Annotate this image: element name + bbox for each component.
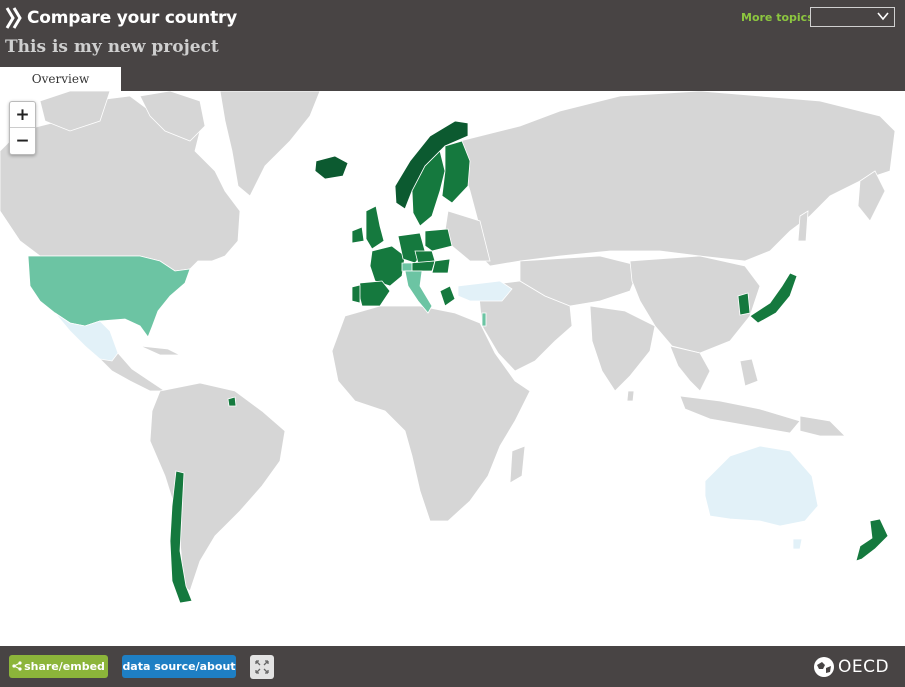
region-chile	[169, 470, 193, 604]
region-central-asia	[519, 255, 641, 307]
fullscreen-icon	[255, 660, 269, 674]
region-iceland	[314, 155, 349, 180]
region-china	[629, 255, 761, 354]
region-korea	[737, 292, 751, 316]
zoom-out-button[interactable]: −	[10, 128, 35, 154]
region-indonesia	[679, 395, 801, 434]
region-turkey	[457, 280, 513, 302]
oecd-globe-icon	[814, 657, 834, 677]
region-united-states	[27, 255, 191, 338]
region-norway	[394, 120, 469, 210]
region-greece	[439, 285, 456, 307]
region-southeast-asia	[669, 345, 711, 392]
region-new-zealand	[855, 518, 889, 562]
minus-icon: −	[15, 131, 30, 151]
app-brand: Compare your country	[5, 7, 237, 29]
region-cuba	[139, 345, 181, 356]
region-ireland	[351, 226, 365, 244]
topic-select[interactable]	[810, 7, 895, 27]
region-philippines	[739, 358, 759, 387]
region-tasmania	[792, 538, 803, 550]
world-map-canvas	[0, 91, 896, 604]
app-title: Compare your country	[27, 8, 238, 28]
region-russia	[459, 91, 896, 267]
region-africa	[331, 305, 531, 522]
region-hungary	[431, 258, 451, 274]
region-japan	[749, 272, 798, 324]
region-france	[369, 245, 406, 287]
region-united-kingdom	[365, 205, 385, 250]
oecd-wordmark: OECD	[838, 657, 890, 677]
region-israel	[481, 312, 487, 327]
footer-bar: share/embed data source/about	[0, 646, 905, 687]
region-french-guiana	[227, 396, 237, 407]
region-australia	[704, 445, 819, 527]
region-mexico	[54, 312, 119, 362]
header-bar: Compare your country This is my new proj…	[0, 0, 905, 91]
region-italy	[404, 270, 433, 314]
zoom-control: + −	[9, 101, 36, 155]
region-kamchatka	[857, 170, 886, 222]
data-source-button[interactable]: data source/about	[122, 655, 236, 678]
region-greenland	[219, 91, 321, 197]
plus-icon: +	[15, 105, 30, 125]
zoom-in-button[interactable]: +	[10, 102, 35, 128]
region-switzerland	[401, 262, 413, 272]
share-icon	[12, 661, 22, 671]
region-sri-lanka	[626, 390, 635, 402]
more-topics-label[interactable]: More topics	[741, 11, 814, 24]
region-madagascar	[509, 445, 526, 484]
region-png	[799, 415, 846, 437]
oecd-chevrons-icon	[5, 7, 22, 29]
region-baffin	[139, 91, 206, 142]
region-sweden	[411, 150, 446, 227]
region-south-america	[149, 382, 286, 592]
fullscreen-button[interactable]	[250, 655, 274, 679]
region-austria	[409, 260, 436, 272]
chevron-down-icon	[877, 12, 889, 21]
region-india	[589, 305, 656, 392]
region-finland	[441, 140, 471, 204]
world-map[interactable]	[0, 91, 905, 646]
share-embed-button[interactable]: share/embed	[9, 655, 108, 678]
region-arctic-islands	[39, 91, 111, 132]
region-sakhalin	[797, 210, 809, 242]
region-poland	[424, 228, 453, 252]
region-spain	[357, 280, 391, 307]
tab-overview[interactable]: Overview	[0, 67, 121, 91]
oecd-logo: OECD	[813, 655, 889, 679]
project-title: This is my new project	[5, 37, 219, 57]
region-portugal	[351, 284, 361, 304]
share-embed-label: share/embed	[24, 660, 105, 673]
